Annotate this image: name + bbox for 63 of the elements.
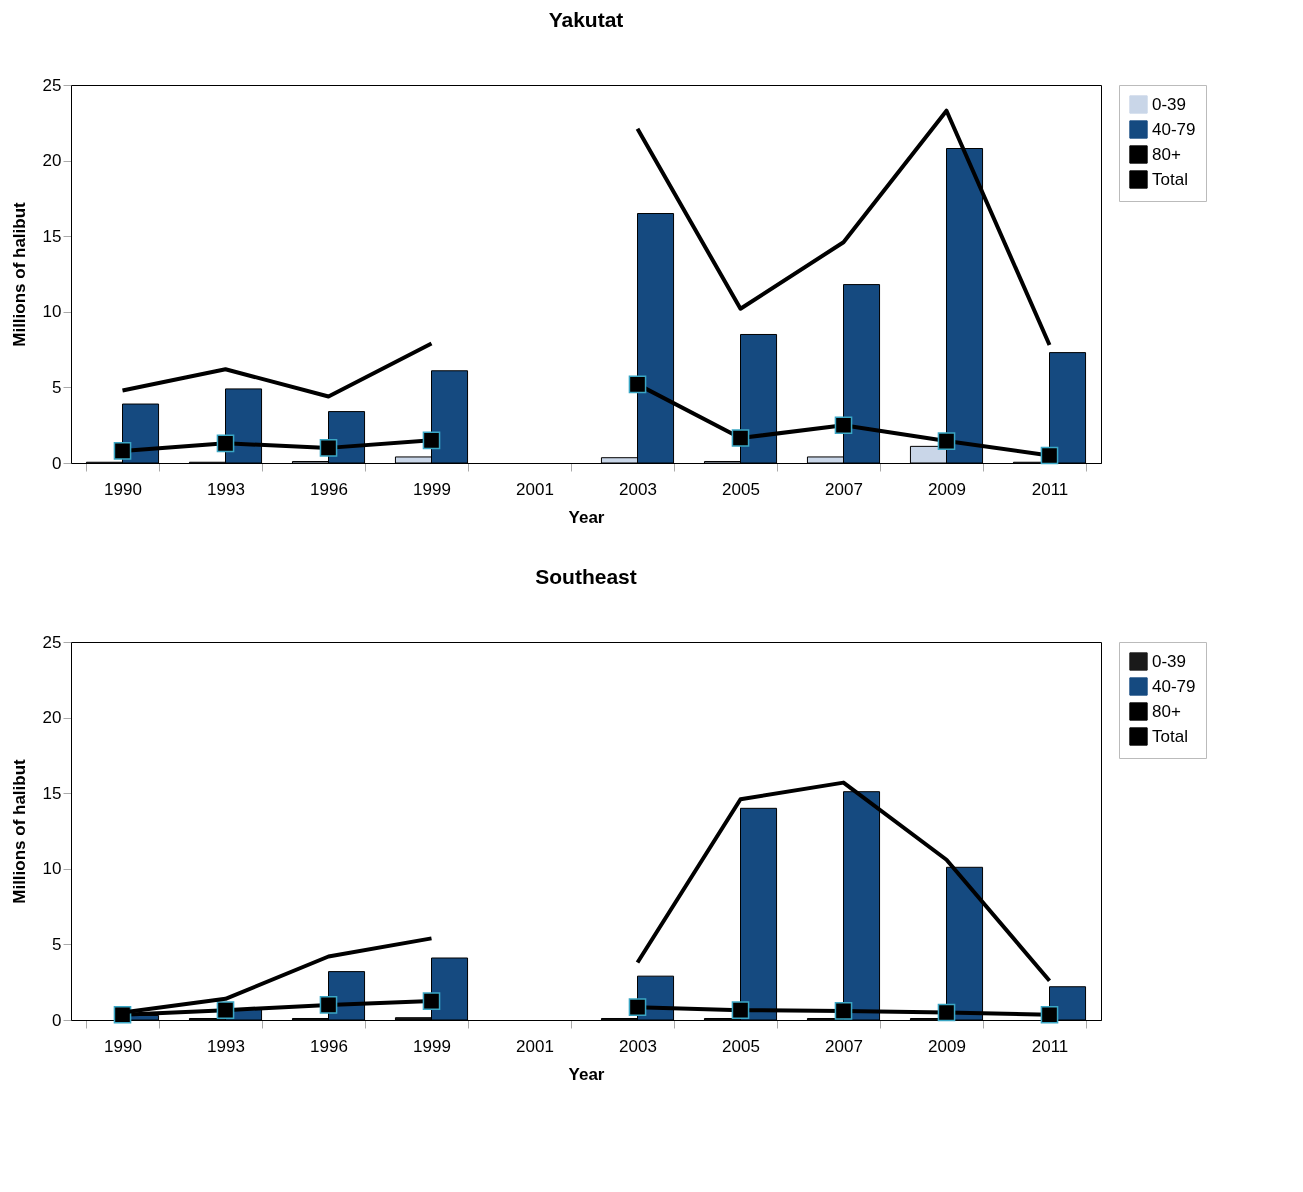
y-tick-label: 0 [52,1010,62,1030]
x-tick-label: 1996 [310,1036,348,1056]
x-tick-label: 2009 [928,479,966,499]
x-tick-label: 1993 [207,479,245,499]
x-tick-label: 2003 [619,479,657,499]
point [422,431,441,450]
legend-label: 40-79 [1152,676,1196,696]
legend-label: 0-39 [1152,94,1187,114]
x-axis-title: Year [568,507,605,527]
x-tick-label: 2005 [722,479,760,499]
y-tick-label: 5 [52,377,62,397]
point [731,429,750,447]
x-tick-label: 1999 [413,479,451,499]
legend-label: Total [1152,169,1188,189]
point [628,998,647,1016]
x-axis-title: Year [568,1064,605,1084]
legend-label: 80+ [1152,144,1181,164]
y-axis-title: Millions of halibut [9,201,29,347]
legend-label: 0-39 [1152,651,1187,671]
chart-title: Yakutat [548,8,624,31]
x-tick-label: 1990 [104,479,142,499]
point [216,434,235,453]
x-tick-label: 1993 [207,1036,245,1056]
legend-label: 80+ [1152,701,1181,721]
point [319,996,338,1014]
point [937,1003,956,1022]
y-tick-label: 25 [42,632,62,652]
point [1040,446,1059,465]
x-tick-label: 2007 [825,479,863,499]
point [319,439,338,457]
x-tick-label: 2001 [516,479,554,499]
y-tick-label: 20 [42,151,62,171]
y-tick-label: 15 [42,226,62,246]
point [834,1002,853,1020]
point [628,375,647,394]
point [834,416,853,435]
x-tick-label: 1996 [310,479,348,499]
point [113,442,132,460]
point [422,992,441,1010]
point [216,1001,235,1019]
point [731,1001,750,1019]
y-tick-label: 25 [42,75,62,95]
y-tick-label: 10 [42,859,62,879]
x-tick-label: 2011 [1031,1036,1069,1056]
y-tick-label: 15 [42,783,62,803]
x-tick-label: 2011 [1031,479,1069,499]
chart-title: Southeast [535,565,637,588]
x-tick-label: 2003 [619,1036,657,1056]
point [1040,1005,1059,1024]
legend-label: 40-79 [1152,119,1196,139]
y-axis-title: Millions of halibut [9,758,29,904]
x-tick-label: 2001 [516,1036,554,1056]
y-tick-label: 20 [42,708,62,728]
point [937,432,956,450]
x-tick-label: 2007 [825,1036,863,1056]
x-tick-label: 1990 [104,1036,142,1056]
legend-label: Total [1152,726,1188,746]
x-tick-label: 2005 [722,1036,760,1056]
y-tick-label: 10 [42,302,62,322]
y-tick-label: 5 [52,934,62,954]
x-tick-label: 1999 [413,1036,451,1056]
x-tick-label: 2009 [928,1036,966,1056]
y-tick-label: 0 [52,453,62,473]
